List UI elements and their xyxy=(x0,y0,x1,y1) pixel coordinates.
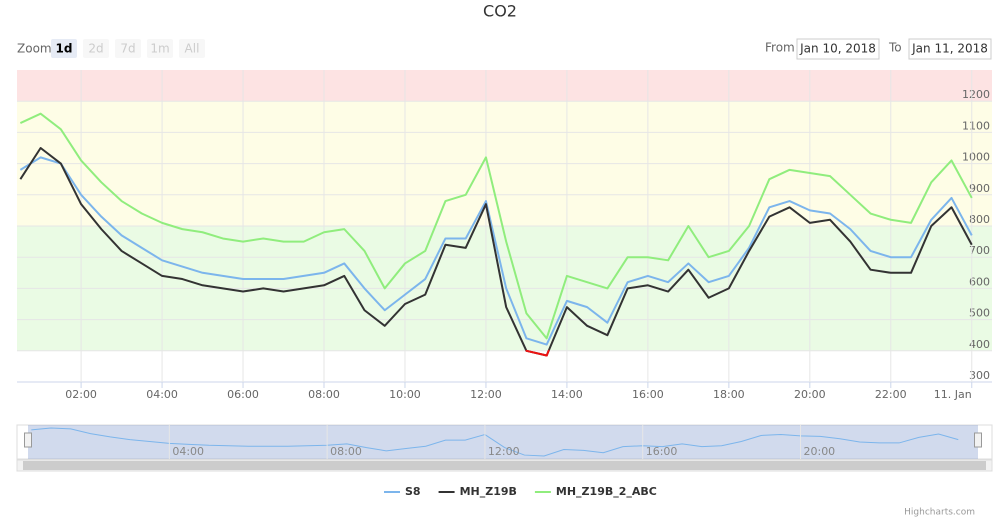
zone-segment xyxy=(545,349,550,357)
y-tick-label: 300 xyxy=(969,369,990,382)
x-tick-label: 10:00 xyxy=(389,388,421,401)
from-label: From xyxy=(765,41,795,55)
zoom-button-label[interactable]: 1d xyxy=(56,42,73,56)
navigator-tick-label: 16:00 xyxy=(646,445,678,458)
navigator-mask xyxy=(28,425,978,459)
x-tick-label: 22:00 xyxy=(875,388,907,401)
navigator-tick-label: 04:00 xyxy=(172,445,204,458)
legend-item[interactable]: S8 xyxy=(405,485,421,498)
scrollbar-thumb[interactable] xyxy=(23,461,986,470)
series-line xyxy=(19,156,973,346)
x-tick-label: 08:00 xyxy=(308,388,340,401)
x-tick-label: 11. Jan xyxy=(934,388,972,401)
from-date[interactable]: Jan 10, 2018 xyxy=(799,42,876,56)
navigator[interactable] xyxy=(16,424,993,460)
navigator-tick-label: 20:00 xyxy=(803,445,835,458)
series-line xyxy=(19,147,973,357)
zoom-button[interactable] xyxy=(51,39,77,58)
zoom-label: Zoom xyxy=(17,42,52,56)
zoom-button-label[interactable]: All xyxy=(185,42,200,56)
navigator-tick-label: 08:00 xyxy=(330,445,362,458)
y-tick-label: 600 xyxy=(969,275,990,288)
x-tick-label: 06:00 xyxy=(227,388,259,401)
y-tick-label: 1200 xyxy=(962,88,990,101)
zone-segment xyxy=(525,349,548,357)
navigator-handle[interactable] xyxy=(974,432,982,448)
y-tick-label: 1000 xyxy=(962,151,990,164)
series-line xyxy=(19,112,973,340)
to-input[interactable] xyxy=(908,38,992,60)
navigator-series xyxy=(31,427,959,457)
navigator-tick-label: 12:00 xyxy=(488,445,520,458)
to-date[interactable]: Jan 11, 2018 xyxy=(911,42,988,56)
zoom-button-label[interactable]: 1m xyxy=(150,42,169,56)
zoom-button[interactable] xyxy=(179,39,205,58)
zoom-button[interactable] xyxy=(115,39,141,58)
legend-item[interactable]: MH_Z19B xyxy=(460,485,517,498)
navigator-handle[interactable] xyxy=(24,432,32,448)
y-tick-label: 1100 xyxy=(962,119,990,132)
y-tick-label: 400 xyxy=(969,338,990,351)
to-label: To xyxy=(888,41,902,55)
x-tick-label: 14:00 xyxy=(551,388,583,401)
x-tick-label: 18:00 xyxy=(713,388,745,401)
chart-title: CO2 xyxy=(483,2,517,21)
x-tick-label: 02:00 xyxy=(65,388,97,401)
y-tick-label: 800 xyxy=(969,213,990,226)
from-input[interactable] xyxy=(796,38,880,60)
y-tick-label: 500 xyxy=(969,307,990,320)
zoom-button[interactable] xyxy=(147,39,173,58)
credits[interactable]: Highcharts.com xyxy=(904,508,975,518)
y-tick-label: 700 xyxy=(969,244,990,257)
x-tick-label: 20:00 xyxy=(794,388,826,401)
zoom-button[interactable] xyxy=(83,39,109,58)
zoom-button-label[interactable]: 7d xyxy=(120,42,135,56)
x-tick-label: 04:00 xyxy=(146,388,178,401)
x-tick-label: 16:00 xyxy=(632,388,664,401)
x-tick-label: 12:00 xyxy=(470,388,502,401)
legend-item[interactable]: MH_Z19B_2_ABC xyxy=(556,485,657,498)
plot-band xyxy=(17,70,992,102)
zoom-button-label[interactable]: 2d xyxy=(88,42,103,56)
y-tick-label: 900 xyxy=(969,182,990,195)
